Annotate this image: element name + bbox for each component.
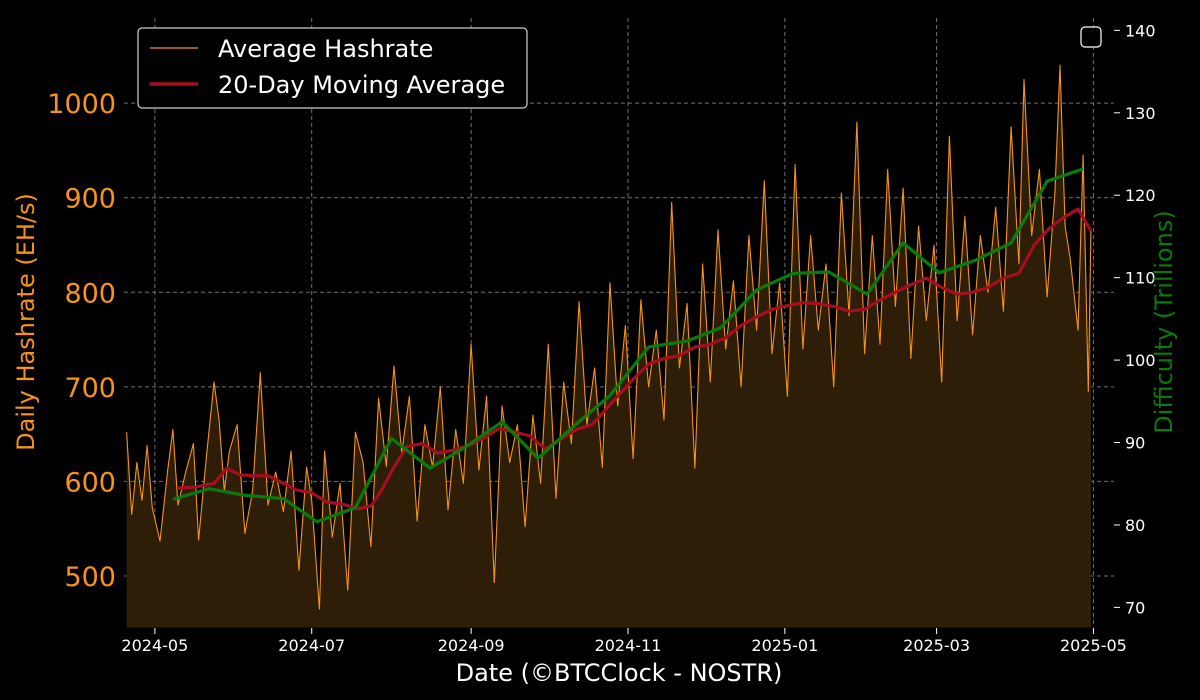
legend-frame [137,27,528,109]
x-tick-label: 2024-09 [438,636,505,655]
left-tick-label: 500 [64,562,116,593]
legend-label-hashrate: Average Hashrate [218,35,433,63]
right-y-axis-ticks: 70 80 90 100 110 120 130 140 [1114,21,1156,617]
x-tick-label: 2024-05 [121,636,188,655]
difficulty-line [172,167,1084,524]
x-tick-label: 2024-07 [278,636,345,655]
x-tick-label: 2025-03 [903,636,970,655]
left-tick-label: 600 [64,467,116,498]
x-tick-label: 2024-11 [595,636,662,655]
left-y-axis-ticks: 500 600 700 800 900 1000 [47,89,124,593]
legend-label-moving-average: 20-Day Moving Average [218,71,505,99]
x-tick-label: 2025-05 [1060,636,1127,655]
x-axis-ticks: 2024-05 2024-07 2024-09 2024-11 2025-01 2025-… [121,628,1127,655]
right-tick-label: 80 [1125,516,1145,535]
hashrate-series [126,64,1092,610]
right-tick-label: 90 [1125,434,1145,453]
hashrate-fill-layer [126,65,1091,629]
left-tick-label: 900 [64,184,116,215]
right-tick-label: 120 [1125,186,1156,205]
right-tick-label: 140 [1125,21,1156,40]
hashrate-area-fill [126,65,1091,629]
series-layer [126,64,1093,610]
right-tick-label: 110 [1125,269,1156,288]
right-legend-frame [1080,26,1102,48]
moving-average-line [177,207,1093,511]
left-tick-label: 800 [64,278,116,309]
x-tick-label: 2025-01 [751,636,818,655]
y-axis-right-label: Difficulty (Trillions) [1150,210,1178,433]
x-axis-label: Date (©BTCClock - NOSTR) [456,659,783,687]
legend: Average Hashrate 20-Day Moving Average [137,27,528,109]
difficulty-series [172,167,1084,524]
right-tick-label: 100 [1125,351,1156,370]
right-tick-label: 70 [1125,598,1145,617]
left-tick-label: 1000 [47,89,116,120]
right-tick-label: 130 [1125,104,1156,123]
y-axis-left-label: Daily Hashrate (EH/s) [12,193,40,451]
left-tick-label: 700 [64,373,116,404]
